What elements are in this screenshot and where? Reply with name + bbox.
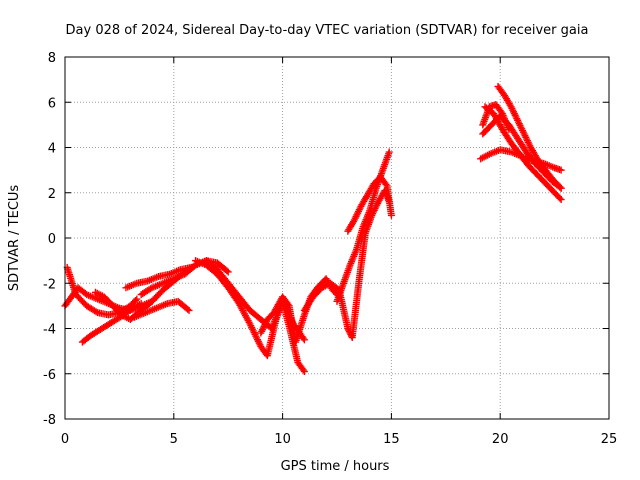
data-point bbox=[185, 306, 193, 314]
data-point bbox=[284, 300, 292, 308]
series-track-b bbox=[63, 263, 141, 319]
series-track-q bbox=[479, 101, 513, 133]
data-point bbox=[137, 300, 145, 308]
y-axis-label: SDTVAR / TECUs bbox=[7, 185, 22, 292]
y-tick-label: 8 bbox=[48, 51, 56, 66]
y-tick-label: 6 bbox=[48, 96, 56, 111]
data-point bbox=[300, 367, 308, 375]
x-tick-label: 5 bbox=[170, 432, 178, 447]
data-point bbox=[223, 267, 231, 275]
data-points bbox=[61, 82, 565, 375]
x-tick-label: 0 bbox=[61, 432, 69, 447]
x-axis-label: GPS time / hours bbox=[281, 459, 390, 474]
y-tick-label: -8 bbox=[43, 413, 56, 428]
series-track-h bbox=[192, 257, 308, 375]
data-point bbox=[133, 295, 141, 303]
data-point bbox=[382, 180, 390, 188]
y-tick-label: -2 bbox=[43, 277, 56, 292]
series-track-f bbox=[131, 297, 193, 321]
data-point bbox=[557, 196, 565, 204]
data-point bbox=[299, 334, 307, 342]
series-track-c bbox=[78, 300, 145, 346]
x-tick-label: 15 bbox=[383, 432, 400, 447]
y-tick-label: -4 bbox=[43, 323, 56, 338]
data-point bbox=[556, 194, 564, 202]
data-point bbox=[300, 336, 308, 344]
series-track-l bbox=[344, 173, 395, 235]
data-point bbox=[132, 296, 140, 304]
data-point bbox=[557, 166, 565, 174]
data-point bbox=[505, 125, 513, 133]
data-point bbox=[184, 305, 192, 313]
series-track-e bbox=[122, 263, 195, 292]
y-axis-ticks: -8 -6 -4 -2 0 2 4 6 8 bbox=[43, 51, 609, 428]
data-point bbox=[92, 308, 100, 316]
data-point bbox=[224, 268, 232, 276]
data-point bbox=[557, 184, 565, 192]
series-track-p bbox=[494, 82, 565, 192]
y-tick-label: 2 bbox=[48, 187, 56, 202]
y-tick-label: 4 bbox=[48, 142, 56, 157]
grid-lines bbox=[65, 57, 609, 419]
data-point bbox=[385, 148, 393, 156]
x-tick-label: 25 bbox=[601, 432, 618, 447]
x-axis-ticks: 0 5 10 15 20 25 bbox=[61, 57, 617, 447]
chart-title: Day 028 of 2024, Sidereal Day-to-day VTE… bbox=[66, 23, 589, 38]
y-tick-label: -6 bbox=[43, 368, 56, 383]
series-track-o bbox=[481, 103, 565, 204]
x-tick-label: 20 bbox=[492, 432, 509, 447]
series-track-k bbox=[333, 148, 393, 305]
x-tick-label: 10 bbox=[274, 432, 291, 447]
data-point bbox=[299, 366, 307, 374]
series-track-j bbox=[300, 186, 393, 342]
data-point bbox=[387, 211, 395, 219]
data-point bbox=[556, 183, 564, 191]
y-tick-label: 0 bbox=[48, 232, 56, 247]
